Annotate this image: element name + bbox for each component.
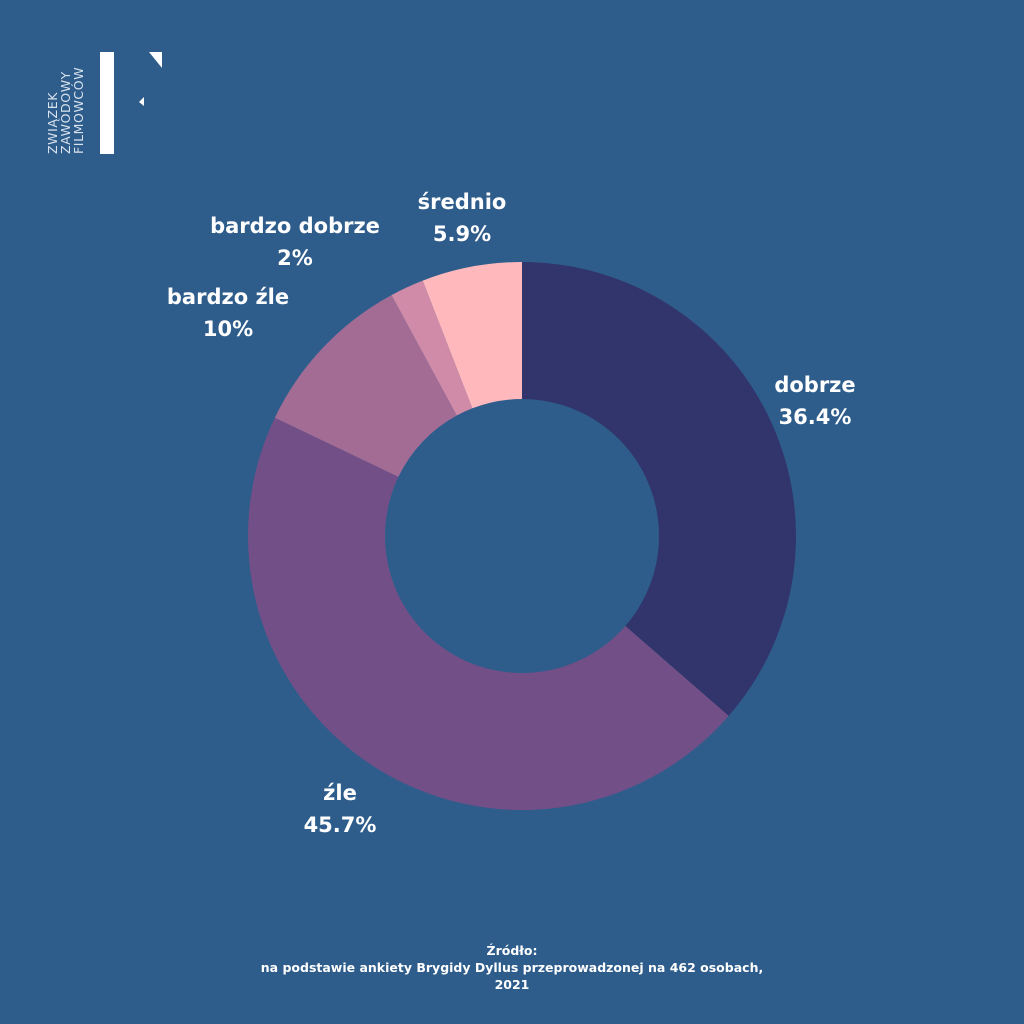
slice-value-label: 10% [202,317,254,341]
slice-category-label: bardzo dobrze [210,214,380,238]
slice-label: bardzo dobrze 2% [210,210,380,274]
slice-category-label: źle [323,781,357,805]
donut-slice [391,280,473,416]
donut-slice [422,262,522,409]
donut-slice [522,262,796,716]
source-year: 2021 [494,977,530,992]
logo-mark-icon [100,52,162,154]
slice-value-label: 2% [277,246,313,270]
slice-value-label: 45.7% [303,813,377,837]
slice-value-label: 5.9% [432,222,492,246]
slice-label: bardzo źle 10% [167,281,289,345]
donut-slice [274,295,457,477]
slice-label: dobrze 36.4% [774,369,855,433]
source-heading: Źródło: [486,943,538,958]
source-text: na podstawie ankiety Brygidy Dyllus prze… [260,960,764,975]
donut-slice [248,417,729,810]
slice-value-label: 36.4% [778,405,852,429]
slice-category-label: dobrze [774,373,856,397]
slice-label: źle 45.7% [304,777,377,841]
source-note: Źródło: na podstawie ankiety Brygidy Dyl… [0,942,1024,993]
slice-label: średnio 5.9% [418,186,507,250]
slice-category-label: bardzo źle [166,285,290,309]
slice-category-label: średnio [417,190,507,214]
